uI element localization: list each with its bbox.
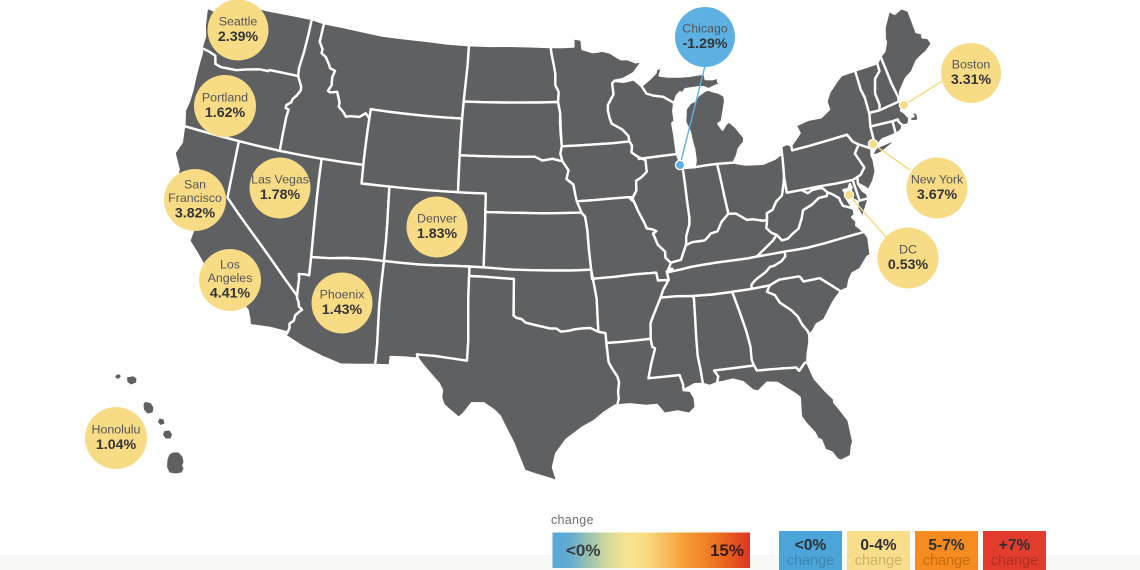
svg-text:-1.29%: -1.29%: [683, 36, 728, 52]
svg-text:Chicago: Chicago: [682, 21, 728, 35]
svg-text:change: change: [923, 553, 971, 569]
svg-text:3.82%: 3.82%: [175, 205, 216, 221]
svg-text:3.67%: 3.67%: [917, 187, 958, 203]
svg-text:San: San: [184, 178, 206, 192]
svg-text:0.53%: 0.53%: [888, 257, 929, 273]
svg-text:Francisco: Francisco: [168, 191, 222, 205]
svg-text:<0%: <0%: [795, 537, 827, 554]
svg-text:0-4%: 0-4%: [860, 537, 896, 554]
svg-text:<0%: <0%: [566, 541, 601, 560]
svg-text:Seattle: Seattle: [219, 14, 258, 28]
svg-text:DC: DC: [899, 242, 917, 256]
svg-text:1.04%: 1.04%: [96, 437, 137, 453]
svg-text:New York: New York: [911, 172, 964, 186]
svg-text:Denver: Denver: [417, 211, 457, 225]
svg-text:Portland: Portland: [202, 90, 248, 104]
svg-text:Boston: Boston: [952, 57, 991, 71]
svg-text:change: change: [855, 553, 903, 569]
svg-text:3.31%: 3.31%: [951, 72, 992, 88]
svg-text:Las Vegas: Las Vegas: [251, 172, 309, 186]
svg-text:Angeles: Angeles: [208, 271, 253, 285]
svg-text:1.83%: 1.83%: [417, 226, 458, 242]
svg-text:1.43%: 1.43%: [322, 302, 363, 318]
svg-text:4.41%: 4.41%: [210, 285, 251, 301]
svg-text:+7%: +7%: [999, 537, 1031, 554]
svg-text:Phoenix: Phoenix: [320, 287, 366, 301]
svg-text:1.78%: 1.78%: [260, 187, 301, 203]
svg-text:5-7%: 5-7%: [928, 537, 964, 554]
svg-text:change: change: [991, 553, 1039, 569]
svg-text:1.62%: 1.62%: [205, 105, 246, 121]
svg-text:Honolulu: Honolulu: [92, 422, 141, 436]
svg-text:2.39%: 2.39%: [218, 29, 259, 45]
svg-text:15%: 15%: [710, 541, 744, 560]
svg-text:change: change: [551, 513, 594, 527]
svg-text:change: change: [787, 553, 835, 569]
svg-text:Los: Los: [220, 258, 240, 272]
